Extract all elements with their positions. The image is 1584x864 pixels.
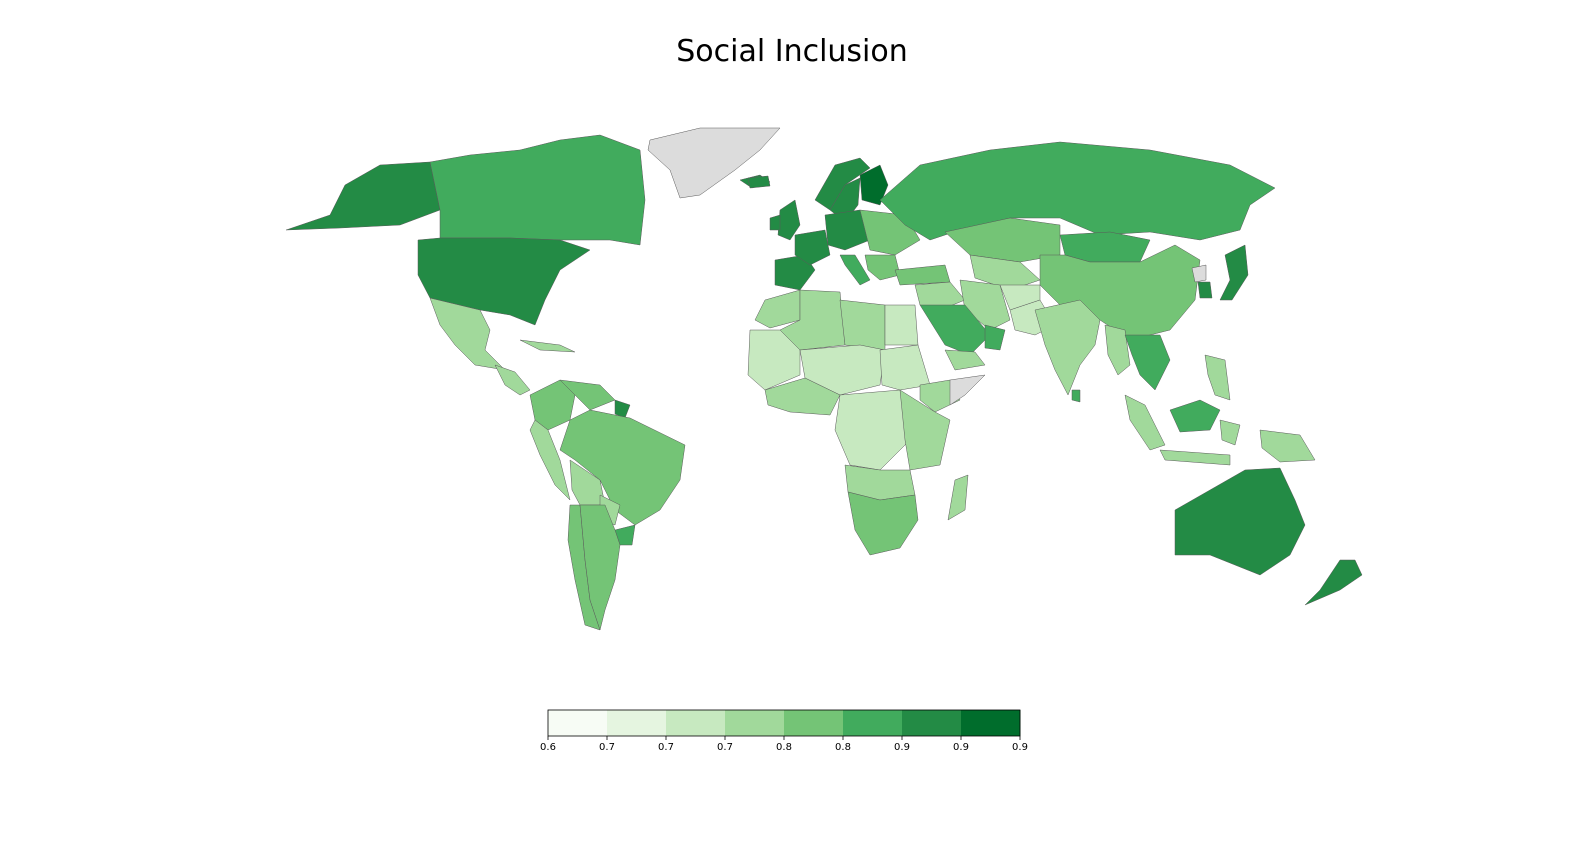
region-iceland2: [747, 175, 771, 189]
region-yemen: [944, 349, 986, 371]
colorbar-swatch: [607, 710, 667, 736]
colorbar-tick-label: 0.9: [894, 742, 910, 753]
region-argentina: [579, 504, 621, 631]
map-title: Social Inclusion: [676, 34, 908, 69]
colorbar-tick-label: 0.7: [717, 742, 733, 753]
world-choropleth-map: [285, 127, 1363, 631]
region-united-kingdom: [777, 199, 801, 241]
region-sri-lanka: [1071, 389, 1081, 403]
colorbar-swatch: [784, 710, 844, 736]
region-new-guinea: [1259, 429, 1316, 463]
colorbar-tick-label: 0.8: [835, 742, 851, 753]
colorbar-tick-label: 0.6: [540, 742, 556, 753]
colorbar-tick-label: 0.7: [658, 742, 674, 753]
region-india: [1034, 299, 1101, 396]
colorbar-swatch: [843, 710, 903, 736]
region-madagascar: [947, 474, 969, 521]
region-north-korea: [1191, 264, 1207, 283]
region-finland: [859, 164, 889, 206]
region-west-africa: [747, 329, 801, 391]
colorbar-tick-label: 0.9: [1012, 742, 1028, 753]
region-somalia: [949, 374, 986, 406]
colorbar-swatch: [961, 710, 1021, 736]
region-korea: [1197, 281, 1213, 299]
region-oman-uae: [984, 324, 1006, 351]
region-gulf-of-guinea: [764, 377, 841, 416]
region-japan: [1219, 244, 1249, 301]
region-philippines: [1204, 354, 1231, 401]
region-peru: [529, 419, 571, 501]
region-venezuela: [559, 379, 616, 411]
region-morocco: [754, 289, 801, 329]
colorbar-swatch: [725, 710, 785, 736]
colorbar-swatch: [902, 710, 962, 736]
colorbar-tick-label: 0.7: [599, 742, 615, 753]
region-sumatra: [1124, 394, 1166, 451]
colorbar-tick-label: 0.9: [953, 742, 969, 753]
region-thailand-vietnam: [1124, 334, 1171, 391]
colorbar-swatch: [666, 710, 726, 736]
region-balkans: [864, 254, 901, 281]
colorbar-tick-label: 0.8: [776, 742, 792, 753]
region-cuba: [519, 339, 576, 353]
region-central-europe: [824, 209, 871, 251]
region-central-america: [494, 364, 531, 396]
region-italy: [839, 254, 871, 286]
region-france: [794, 229, 831, 266]
region-australia: [1174, 467, 1306, 576]
region-saudi-arabia: [919, 304, 991, 356]
region-java: [1159, 449, 1231, 466]
region-greenland: [647, 127, 781, 199]
region-east-africa: [899, 389, 951, 471]
colorbar-swatch: [548, 710, 608, 736]
region-sudan: [879, 344, 931, 391]
region-southern-africa: [847, 491, 919, 556]
region-sulawesi: [1219, 419, 1241, 446]
region-malaysia-borneo: [1169, 399, 1221, 433]
region-ireland: [769, 214, 781, 231]
region-brazil: [559, 409, 686, 526]
region-myanmar: [1104, 324, 1131, 376]
region-new-zealand: [1304, 559, 1363, 606]
